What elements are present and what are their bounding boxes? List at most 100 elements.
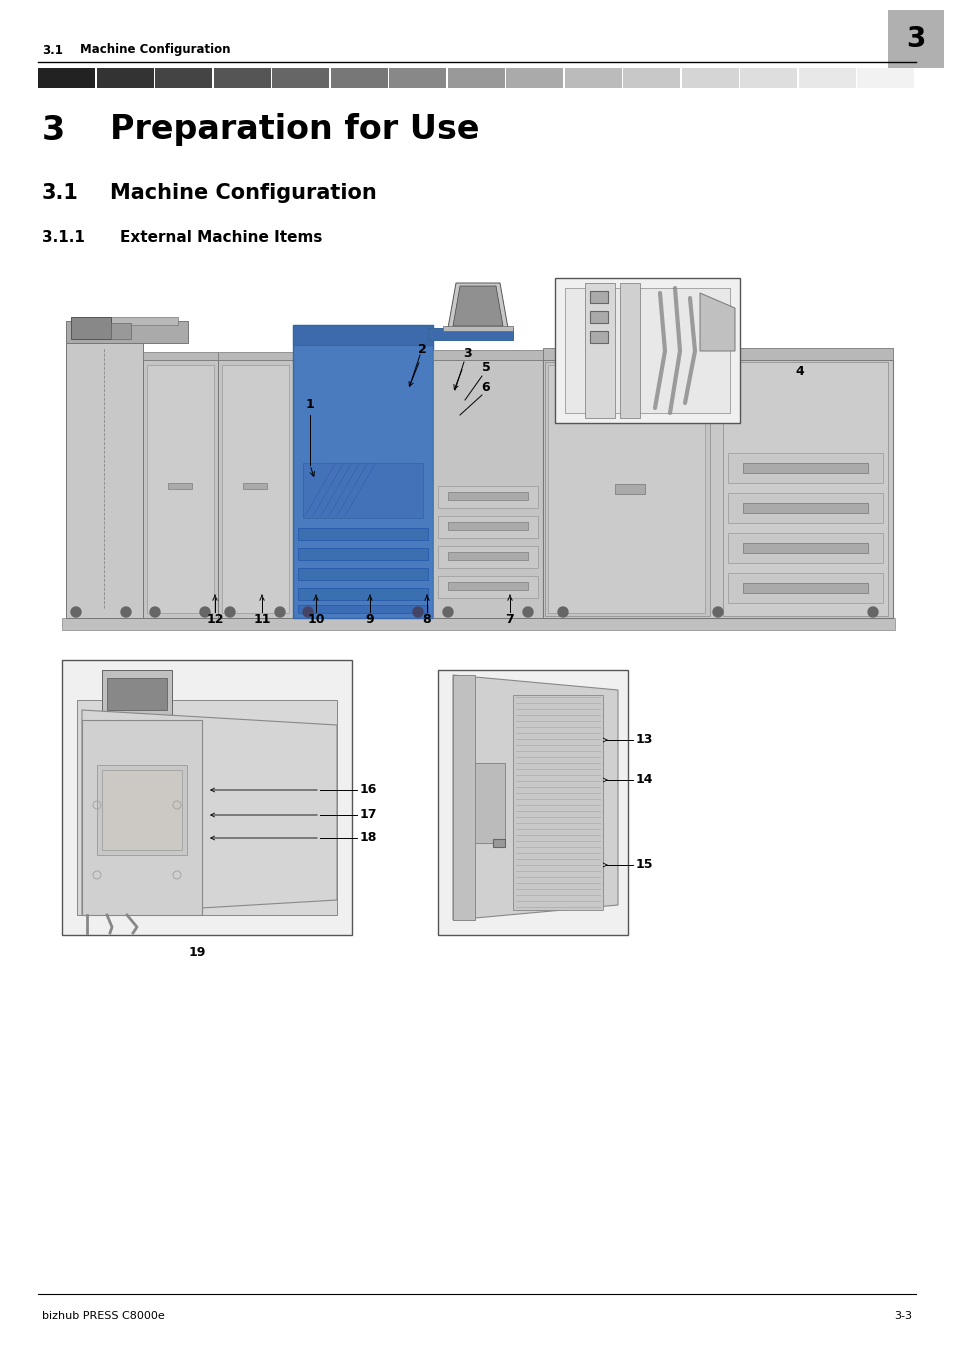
Bar (544, 362, 709, 616)
Circle shape (121, 608, 131, 617)
Bar (542, 348, 892, 360)
Bar (433, 350, 542, 360)
Text: Machine Configuration: Machine Configuration (110, 184, 376, 202)
Text: 11: 11 (253, 613, 271, 626)
Bar (619, 284, 639, 418)
Bar (453, 675, 475, 919)
Bar (564, 288, 729, 413)
Circle shape (150, 608, 160, 617)
Bar (66, 321, 188, 343)
Bar (742, 463, 867, 472)
Bar (448, 491, 527, 500)
Text: 3-3: 3-3 (893, 1311, 911, 1322)
Bar (722, 362, 887, 616)
Bar (448, 582, 527, 590)
Bar (437, 516, 537, 539)
Bar (96, 68, 153, 88)
Bar (742, 543, 867, 554)
Bar (111, 323, 131, 339)
Bar (143, 352, 218, 360)
Text: 3: 3 (42, 113, 65, 147)
Bar (513, 695, 602, 910)
Bar (222, 364, 289, 613)
Text: 3.1.1: 3.1.1 (42, 230, 85, 244)
Bar (122, 725, 152, 733)
Text: Machine Configuration: Machine Configuration (80, 43, 231, 57)
Bar (681, 68, 739, 88)
Bar (102, 670, 172, 716)
Bar (493, 838, 504, 846)
Bar (564, 68, 621, 88)
Bar (218, 352, 293, 360)
Bar (742, 504, 867, 513)
Bar (66, 343, 143, 618)
Bar (71, 317, 178, 325)
Bar (437, 576, 537, 598)
Text: 3: 3 (463, 347, 472, 360)
Text: 15: 15 (636, 859, 653, 872)
Bar (589, 292, 607, 302)
Bar (71, 317, 111, 339)
Polygon shape (448, 284, 507, 328)
Bar (62, 618, 894, 630)
Bar (727, 493, 882, 522)
Bar (589, 310, 607, 323)
Bar (727, 533, 882, 563)
Bar (506, 68, 562, 88)
Text: 9: 9 (365, 613, 374, 626)
Bar (437, 670, 627, 936)
Text: 13: 13 (636, 733, 653, 747)
Circle shape (200, 608, 210, 617)
Polygon shape (453, 286, 502, 325)
Text: 3.1: 3.1 (42, 184, 79, 202)
Bar (727, 454, 882, 483)
Text: 2: 2 (417, 343, 426, 356)
Bar (555, 278, 740, 423)
Text: 10: 10 (307, 613, 324, 626)
Bar (589, 331, 607, 343)
Bar (437, 486, 537, 508)
Circle shape (274, 608, 285, 617)
Bar (857, 68, 914, 88)
Circle shape (442, 608, 453, 617)
Bar (727, 572, 882, 603)
Text: 1: 1 (305, 398, 314, 412)
Bar (130, 713, 144, 725)
Bar (143, 360, 218, 618)
Bar (475, 763, 504, 842)
Bar (798, 68, 855, 88)
Text: bizhub PRESS C8000e: bizhub PRESS C8000e (42, 1311, 165, 1322)
Bar (77, 701, 336, 915)
Circle shape (712, 608, 722, 617)
Text: 3.1: 3.1 (42, 43, 63, 57)
Circle shape (558, 608, 567, 617)
Text: 19: 19 (188, 946, 206, 960)
Bar (428, 328, 513, 340)
Bar (622, 68, 679, 88)
Bar (243, 483, 267, 489)
Bar (331, 68, 387, 88)
Bar (293, 325, 433, 618)
Bar (615, 485, 644, 494)
Bar (887, 9, 943, 68)
Bar (389, 68, 446, 88)
Bar (293, 325, 433, 346)
Bar (297, 605, 428, 613)
Text: 6: 6 (481, 382, 490, 394)
Circle shape (522, 608, 533, 617)
Text: 7: 7 (505, 613, 514, 626)
Bar (38, 68, 95, 88)
Text: 12: 12 (206, 613, 224, 626)
Bar (168, 483, 192, 489)
Bar (437, 545, 537, 568)
Bar (547, 364, 704, 613)
Bar (272, 68, 329, 88)
Bar (740, 68, 797, 88)
Text: 14: 14 (636, 774, 653, 787)
Text: 17: 17 (359, 809, 377, 822)
Bar (742, 583, 867, 593)
Circle shape (867, 608, 877, 617)
Bar (107, 678, 167, 710)
Bar (433, 360, 542, 618)
Bar (297, 568, 428, 580)
